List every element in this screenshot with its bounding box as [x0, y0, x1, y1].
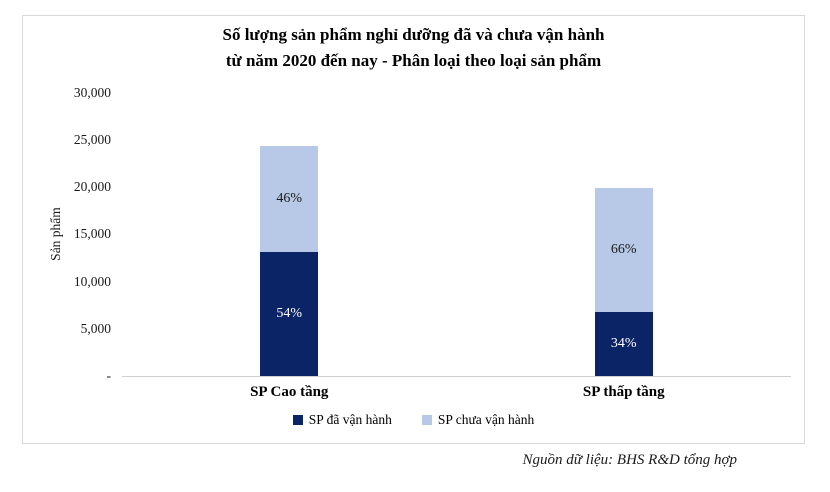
y-tick-label: 20,000 [73, 179, 111, 194]
data-label: 54% [276, 305, 303, 321]
chart-title-line2: từ năm 2020 đến nay - Phân loại theo loạ… [225, 51, 602, 70]
y-tick-label: 25,000 [73, 132, 111, 147]
source-note: Nguồn dữ liệu: BHS R&D tổng hợp [522, 452, 737, 468]
bar-sp-cao-tang: 46% 54% [260, 145, 319, 376]
y-tick-label: - [106, 368, 112, 383]
x-tick-label-thap-tang: SP thấp tầng [582, 384, 665, 400]
x-tick-label-cao-tang: SP Cao tầng [250, 384, 329, 400]
chart-title-line1: Số lượng sản phẩm nghỉ dưỡng đã và chưa … [222, 25, 605, 44]
segment-chua-van-hanh-thap-tang: 66% [594, 188, 653, 312]
plot-area: 46% 54% 66% 34% [122, 93, 791, 377]
legend: SP đã vận hành SP chưa vận hành [23, 412, 804, 428]
segment-chua-van-hanh-cao-tang: 46% [260, 145, 319, 252]
segment-da-van-hanh-thap-tang: 34% [594, 311, 653, 376]
data-label: 46% [276, 190, 303, 206]
legend-item-chua-van-hanh: SP chưa vận hành [421, 412, 535, 428]
y-tick-label: 10,000 [73, 274, 111, 289]
data-label: 66% [610, 242, 637, 258]
bar-sp-thap-tang: 66% 34% [594, 188, 653, 376]
chart-frame: Số lượng sản phẩm nghỉ dưỡng đã và chưa … [22, 15, 805, 444]
category-slot-cao-tang: 46% 54% [122, 93, 457, 376]
category-slot-thap-tang: 66% 34% [457, 93, 792, 376]
data-label: 34% [610, 335, 637, 351]
legend-swatch-da-van-hanh [292, 415, 303, 425]
x-axis: SP Cao tầng SP thấp tầng [122, 384, 791, 401]
y-tick-label: 15,000 [73, 226, 111, 241]
legend-swatch-chua-van-hanh [421, 415, 432, 425]
segment-da-van-hanh-cao-tang: 54% [260, 251, 319, 376]
chart-title: Số lượng sản phẩm nghỉ dưỡng đã và chưa … [23, 22, 804, 74]
legend-label-da-van-hanh: SP đã vận hành [308, 412, 392, 427]
legend-item-da-van-hanh: SP đã vận hành [292, 412, 392, 428]
y-tick-label: 30,000 [73, 85, 111, 100]
legend-label-chua-van-hanh: SP chưa vận hành [437, 412, 535, 427]
y-tick-label: 5,000 [80, 321, 111, 336]
